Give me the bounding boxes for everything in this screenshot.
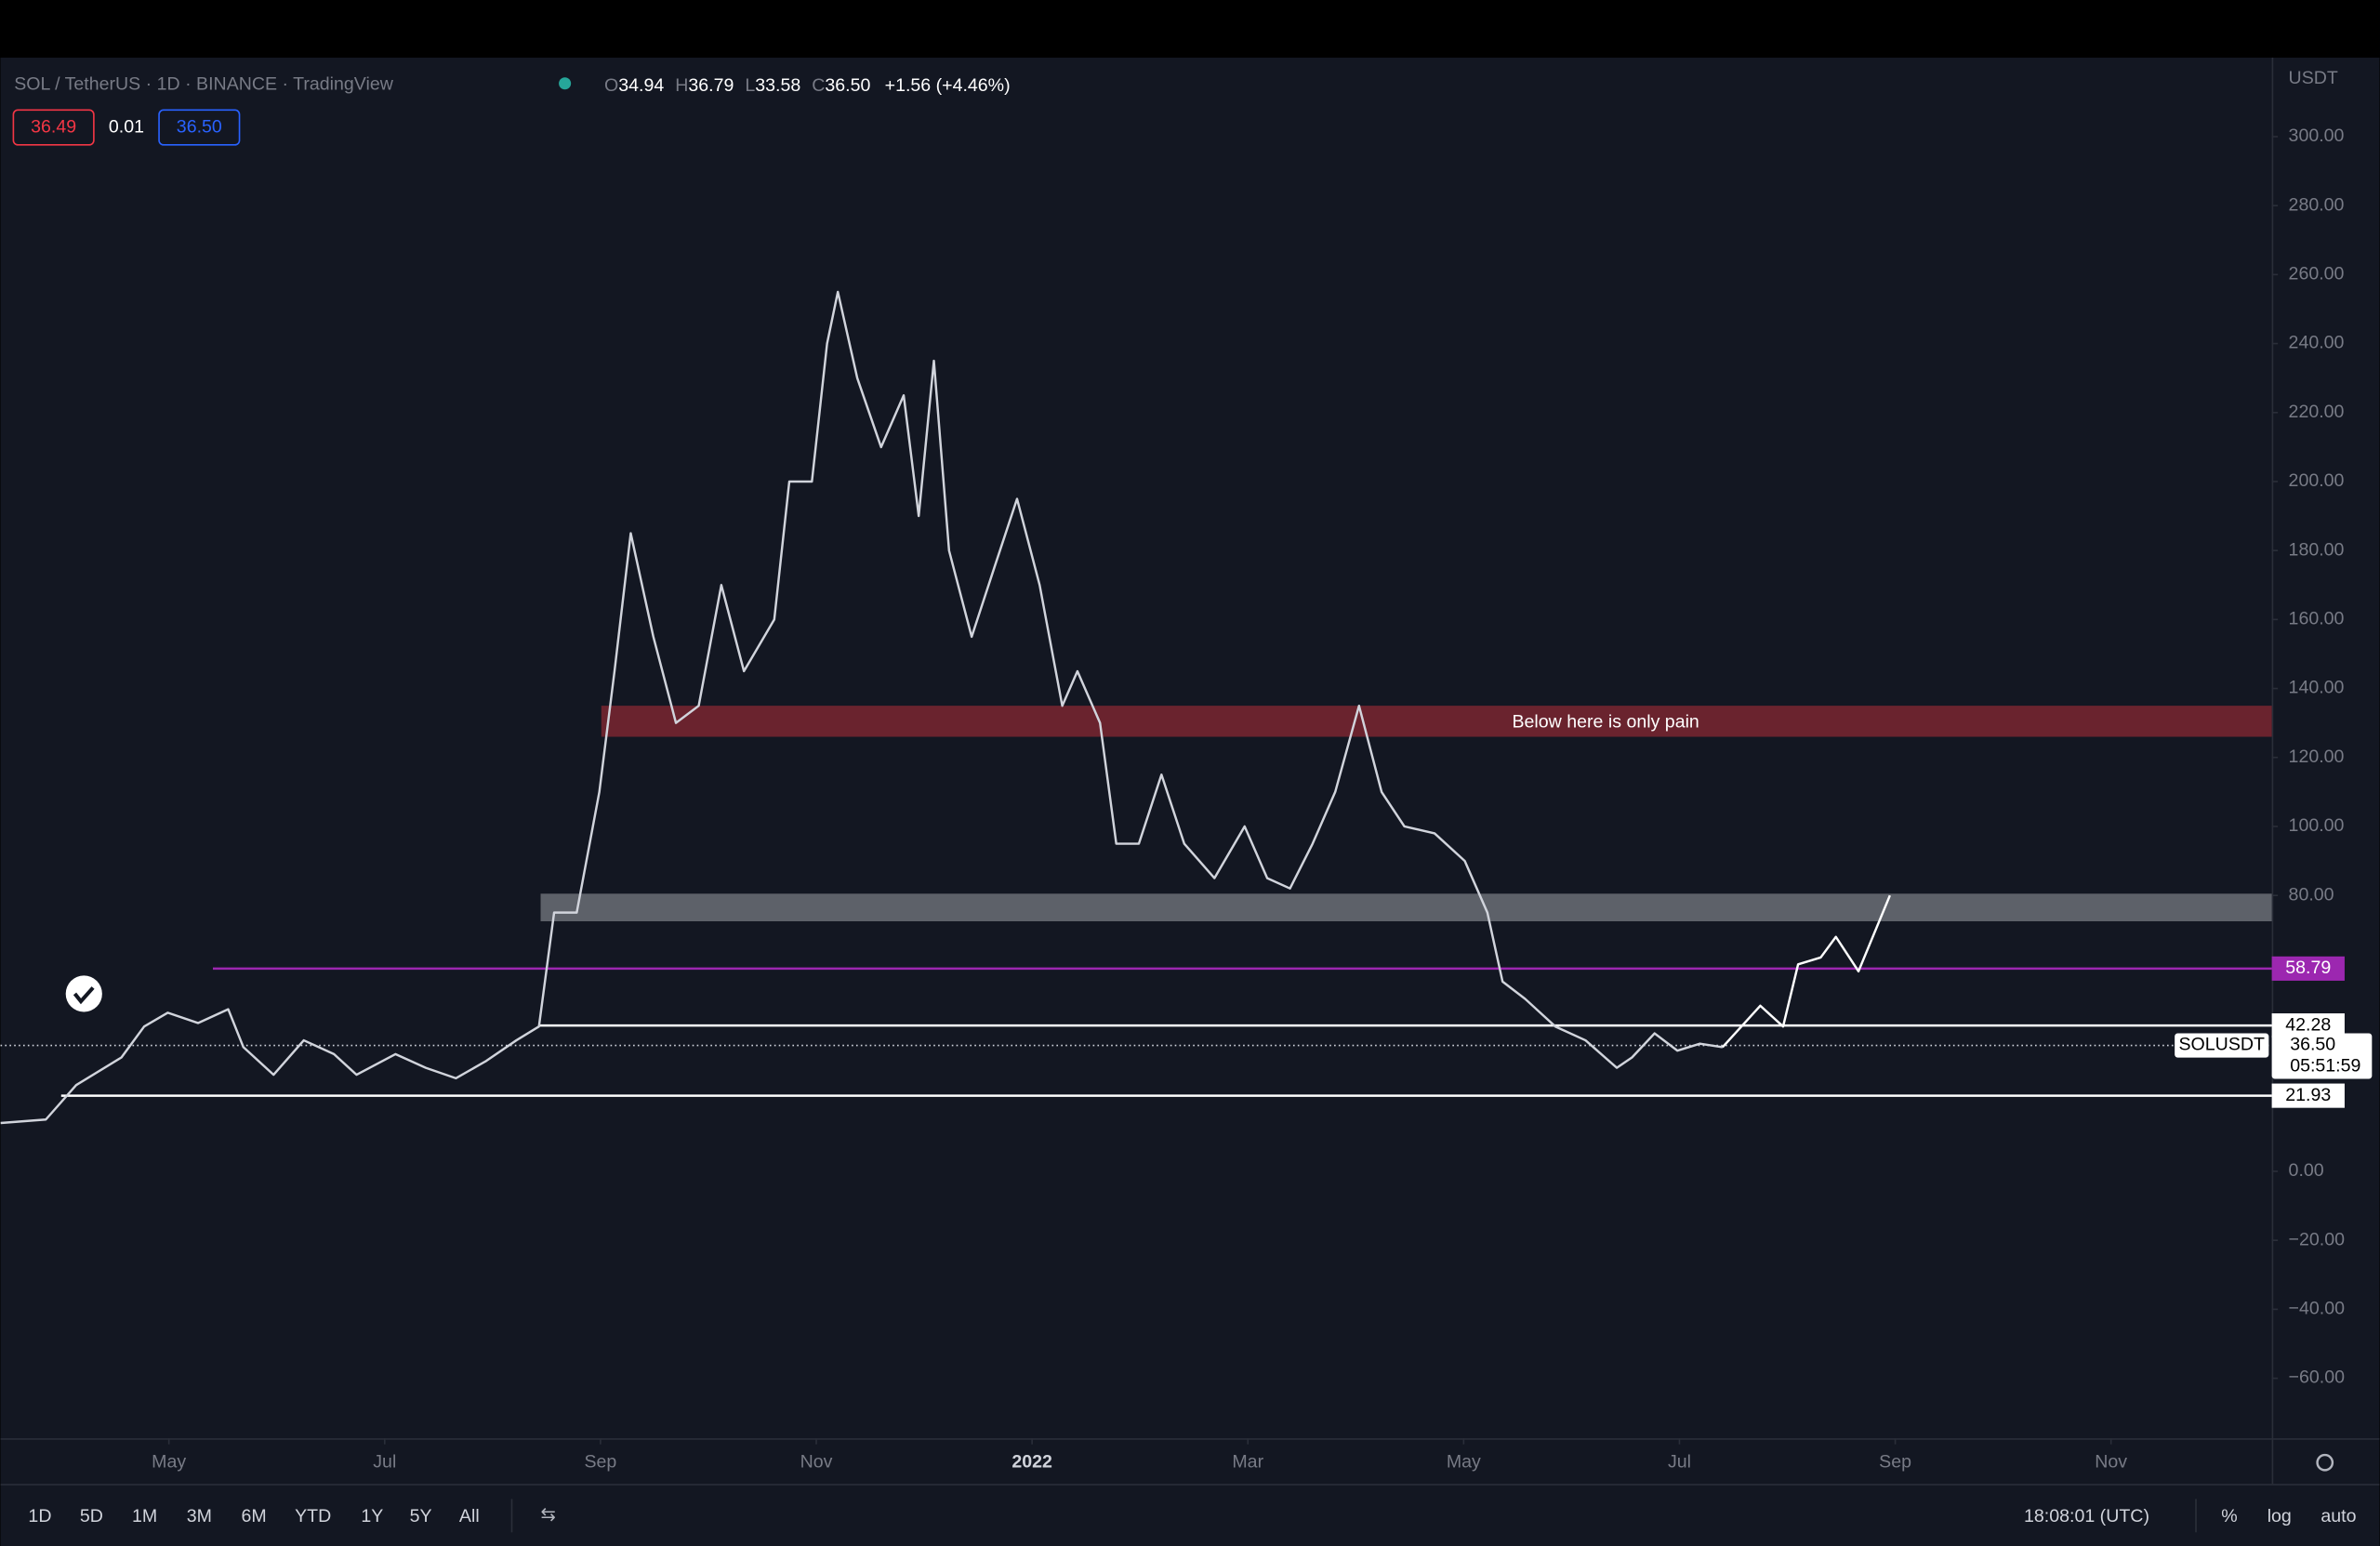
bid-box[interactable] [12, 109, 95, 146]
x-tick-label: Sep [1879, 1451, 1911, 1472]
symbol-tag-box [2175, 1033, 2269, 1058]
symbol-tag: SOLUSDT [2179, 1035, 2266, 1055]
range-button[interactable]: 5D [80, 1506, 103, 1526]
log[interactable]: log [2268, 1506, 2292, 1526]
x-tick-label: Jul [373, 1451, 396, 1472]
current-price-box [2271, 1033, 2373, 1079]
ohlc: O34.94 H36.79 L33.58 C36.50 +1.56 (+4.46… [604, 75, 1011, 96]
x-tick-label: Sep [584, 1451, 616, 1472]
y-tick-label: 280.00 [2289, 194, 2345, 215]
spread: 0.01 [109, 116, 144, 137]
compare-icon[interactable]: ⇆ [540, 1505, 555, 1526]
clock[interactable]: 18:08:01 (UTC) [2024, 1506, 2149, 1526]
range-button[interactable]: 1M [132, 1506, 157, 1526]
range-button[interactable]: 6M [241, 1506, 266, 1526]
y-tick-label: 300.00 [2289, 126, 2345, 146]
range-button[interactable]: 3M [187, 1506, 212, 1526]
y-tick-label: 100.00 [2289, 815, 2345, 836]
auto[interactable]: auto [2320, 1506, 2356, 1526]
l-key: L [745, 75, 755, 96]
level-label-box [2271, 1083, 2345, 1108]
x-tick-label: Nov [2095, 1451, 2127, 1472]
x-tick-label: 2022 [1012, 1451, 1052, 1472]
y-tick-label: −20.00 [2289, 1229, 2346, 1249]
level-label: 42.28 [2285, 1014, 2331, 1035]
x-tick-label: Nov [800, 1451, 833, 1472]
x-tick-label: May [152, 1451, 186, 1472]
h: 36.79 [688, 75, 734, 96]
range-button[interactable]: 1D [28, 1506, 51, 1526]
currency[interactable]: USDT [2289, 68, 2338, 88]
level-label: 21.93 [2285, 1085, 2331, 1105]
x-tick-label: Jul [1668, 1451, 1691, 1472]
price-line [1721, 894, 1891, 1049]
y-tick-label: 200.00 [2289, 470, 2345, 491]
symbol: SOL / TetherUS · 1D · BINANCE · TradingV… [14, 74, 394, 95]
c: 36.50 [825, 75, 870, 96]
top-bar [0, 0, 2380, 59]
y-tick-label: 0.00 [2289, 1160, 2324, 1181]
o: 34.94 [618, 75, 664, 96]
status-dot [559, 77, 572, 90]
l: 33.58 [755, 75, 800, 96]
x-tick-label: Mar [1232, 1451, 1263, 1472]
range-button[interactable]: All [459, 1506, 480, 1526]
level-label: 58.79 [2285, 958, 2331, 978]
y-tick-label: 240.00 [2289, 333, 2345, 353]
price-line [0, 290, 1724, 1125]
ask-box[interactable] [158, 109, 241, 146]
background [0, 58, 2380, 1546]
o-key: O [604, 75, 618, 96]
settings-icon[interactable] [2316, 1453, 2334, 1472]
y-tick-label: 220.00 [2289, 402, 2345, 422]
bid: 36.49 [31, 116, 76, 137]
range-button[interactable]: 1Y [361, 1506, 383, 1526]
range-button[interactable]: YTD [295, 1506, 331, 1526]
zone [540, 893, 2272, 921]
check-icon [65, 975, 102, 1012]
level-label-box [2271, 956, 2345, 981]
annotation: Below here is only pain [1512, 712, 1699, 733]
change: +1.56 (+4.46%) [885, 75, 1011, 96]
y-tick-label: 120.00 [2289, 747, 2345, 767]
h-key: H [675, 75, 688, 96]
ask: 36.50 [177, 116, 222, 137]
y-tick-label: 80.00 [2289, 884, 2334, 905]
plot: −60.00−40.00−20.000.0020.0040.0060.0080.… [0, 126, 2373, 1472]
x-tick-label: May [1447, 1451, 1481, 1472]
toolbar: 1D 5D 1M 3M 6M YTD 1Y 5Y All [28, 1506, 479, 1526]
countdown: 05:51:59 [2290, 1056, 2360, 1077]
percent[interactable]: % [2221, 1506, 2237, 1526]
range-button[interactable]: 5Y [410, 1506, 432, 1526]
current-price: 36.50 [2290, 1035, 2335, 1055]
y-tick-label: 180.00 [2289, 539, 2345, 560]
y-tick-label: −60.00 [2289, 1368, 2346, 1388]
zone [601, 706, 2272, 737]
c-key: C [812, 75, 825, 96]
y-tick-label: 140.00 [2289, 678, 2345, 698]
check-mark [73, 986, 95, 1005]
y-tick-label: 260.00 [2289, 264, 2345, 284]
y-tick-label: 160.00 [2289, 609, 2345, 629]
y-tick-label: −40.00 [2289, 1299, 2346, 1319]
